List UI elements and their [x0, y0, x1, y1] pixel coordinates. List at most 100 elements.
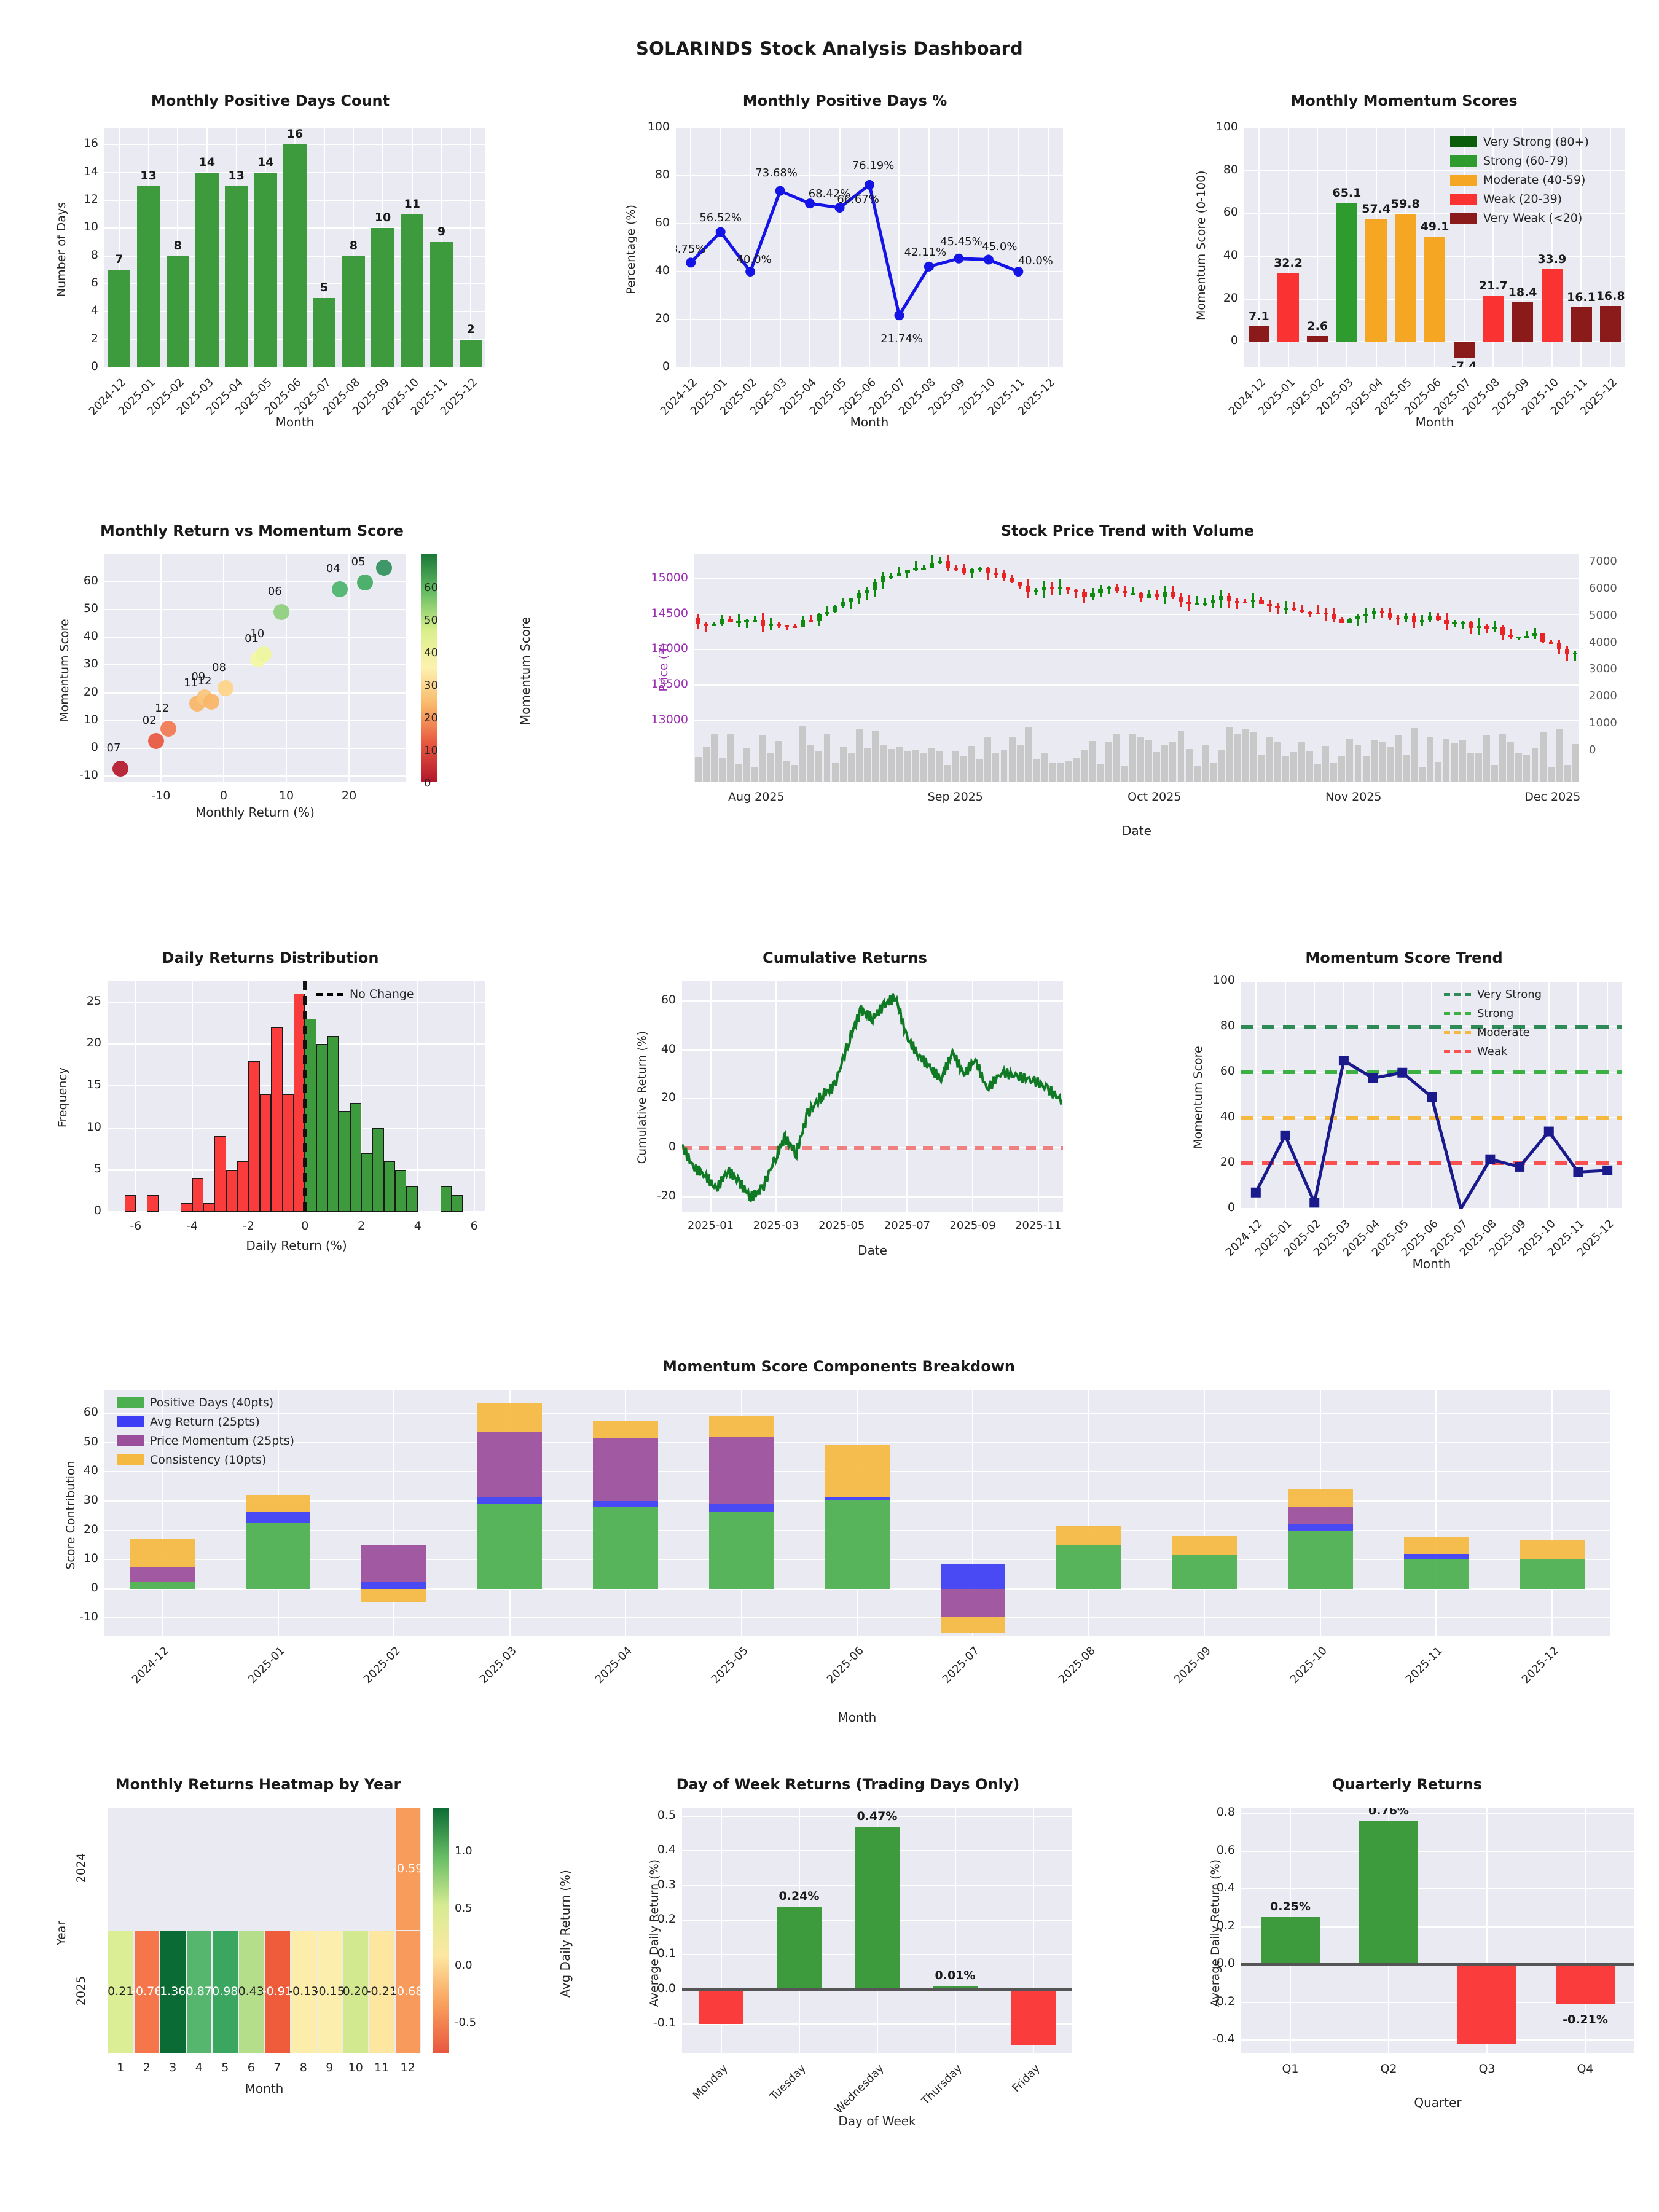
- bar-momentum-score: [1336, 202, 1358, 342]
- candle-body: [1122, 590, 1128, 593]
- bar-value-label: 10: [374, 211, 391, 225]
- gridline-v: [1285, 981, 1286, 1209]
- legend-item: Very Strong (80+): [1450, 135, 1589, 149]
- bar-day-of-week: [698, 1989, 744, 2025]
- chart-title-daily-returns-hist: Daily Returns Distribution: [162, 949, 379, 967]
- bar-value-label: 57.4: [1362, 202, 1391, 216]
- gridline-v: [1402, 981, 1403, 1209]
- histogram-bar: [124, 1194, 136, 1212]
- components-xtick: 2025-09: [1172, 1644, 1214, 1687]
- candle-wick: [713, 621, 716, 626]
- scatter-point-label: 07: [106, 742, 121, 755]
- histogram-bar: [383, 1161, 396, 1212]
- components-xtick: 2025-03: [477, 1644, 519, 1687]
- heatmap-cell: [238, 1931, 264, 2053]
- y-axis-label-daily-returns-hist: Frequency: [56, 1067, 69, 1128]
- volume-bar: [912, 750, 919, 782]
- volume-bar: [1266, 737, 1273, 782]
- x-axis-label-cumulative-returns: Date: [858, 1243, 887, 1258]
- cumret-xtick: 2025-03: [753, 1219, 799, 1232]
- candle-body: [857, 592, 862, 599]
- bar-value-label: 0.25%: [1270, 1900, 1311, 1914]
- candle-wick: [987, 567, 989, 580]
- plot-area-quarterly-returns: 0.25%0.76%-0.42%-0.21%: [1241, 1808, 1634, 2053]
- candle-body: [712, 624, 717, 626]
- quarterly-xtick: Q1: [1282, 2062, 1299, 2076]
- stacked-segment: [1056, 1545, 1121, 1589]
- candle-wick: [1534, 628, 1536, 639]
- x-axis-label-momentum-trend: Month: [1412, 1257, 1451, 1271]
- candle-wick: [1244, 598, 1247, 603]
- colorbar-return-vs-momentum: [421, 554, 437, 782]
- volume-bar: [743, 748, 750, 782]
- heatmap-cell-value: -0.15: [314, 1985, 345, 1998]
- bar-value-label: -7.4: [1451, 359, 1477, 367]
- bar-quarterly: [1556, 1964, 1615, 2004]
- heatmap-xtick: 10: [348, 2061, 363, 2074]
- gridline-v: [1551, 1390, 1553, 1636]
- histogram-bar: [147, 1194, 159, 1212]
- scatter-point-label: 04: [326, 562, 340, 575]
- candle-body: [1049, 587, 1055, 590]
- positive-days-count-ytick: 2: [90, 331, 98, 345]
- bar-value-label: 7.1: [1249, 310, 1269, 324]
- gridline-v: [750, 128, 751, 367]
- candle-body: [1026, 586, 1030, 592]
- candle-body: [905, 570, 910, 573]
- return-vs-momentum-ytick: 60: [83, 574, 98, 588]
- bar-positive-days: [371, 228, 394, 367]
- volume-bar: [711, 733, 718, 782]
- heatmap-xtick: 2: [143, 2061, 151, 2074]
- quarterly-ytick: 0.2: [1216, 1918, 1235, 1932]
- positive-days-count-ytick: 0: [90, 359, 98, 373]
- bar-momentum-score: [1453, 342, 1475, 358]
- return-vs-momentum-ytick: 10: [83, 712, 98, 726]
- x-axis-label-quarterly-returns: Quarter: [1414, 2095, 1462, 2110]
- cumret-xtick: 2025-01: [687, 1219, 734, 1232]
- scatter-point: [147, 733, 164, 750]
- gridline-v: [841, 981, 842, 1212]
- scatter-point: [160, 720, 177, 737]
- candle-body: [1420, 620, 1425, 622]
- volume-bar: [1338, 756, 1346, 782]
- bar-value-label: 49.1: [1420, 220, 1449, 234]
- quarterly-ytick: 0.6: [1216, 1843, 1235, 1857]
- candle-wick: [1300, 605, 1303, 613]
- volume-bar: [1057, 762, 1064, 782]
- components-xtick: 2025-05: [708, 1644, 751, 1687]
- components-xtick: 2025-10: [1287, 1644, 1330, 1687]
- candle-body: [1275, 606, 1280, 609]
- components-xtick: 2025-02: [361, 1644, 403, 1687]
- volume-bar: [1177, 731, 1185, 782]
- legend-components-breakdown: Positive Days (40pts) Avg Return (25pts) P…: [117, 1396, 294, 1472]
- volume-bar: [1081, 750, 1088, 782]
- heatmap-cell-value: 0.21: [108, 1985, 134, 1998]
- candle-body: [1371, 610, 1376, 614]
- histogram-bar: [361, 1153, 373, 1212]
- heatmap-xtick: 12: [400, 2061, 415, 2074]
- stacked-segment: [593, 1438, 658, 1501]
- volume-bar: [1049, 763, 1056, 782]
- positive-days-pct-ytick: 40: [654, 264, 670, 277]
- momentum-trend-ytick: 60: [1220, 1064, 1235, 1078]
- volume-bar: [1169, 742, 1177, 782]
- candle-body: [1411, 616, 1417, 622]
- volume-bar: [831, 762, 839, 782]
- volume-bar: [1459, 740, 1466, 782]
- stacked-segment: [245, 1511, 311, 1523]
- heatmap-ytick: 2025: [74, 1975, 88, 2006]
- candle-body: [760, 620, 765, 626]
- gridline-h: [694, 613, 1579, 615]
- plot-area-monthly-heatmap: -0.59 0.21 -0.76 1.36 0.87 0.98 0.43 -0.91 -0.13…: [108, 1808, 421, 2053]
- chart-title-quarterly-returns: Quarterly Returns: [1332, 1776, 1482, 1793]
- candle-body: [1468, 622, 1473, 629]
- legend-label: Moderate (40-59): [1483, 173, 1586, 187]
- gridline-v: [1464, 128, 1465, 367]
- heatmap-cell-value: 0.87: [186, 1985, 212, 1998]
- positive-days-count-ytick: 8: [90, 248, 98, 262]
- components-ytick: 60: [83, 1405, 98, 1419]
- colorbar-tick: 60: [424, 581, 438, 595]
- colorbar-tick: -0.5: [455, 2016, 477, 2029]
- legend-label: Very Strong: [1477, 987, 1542, 1001]
- candle-body: [1098, 589, 1103, 593]
